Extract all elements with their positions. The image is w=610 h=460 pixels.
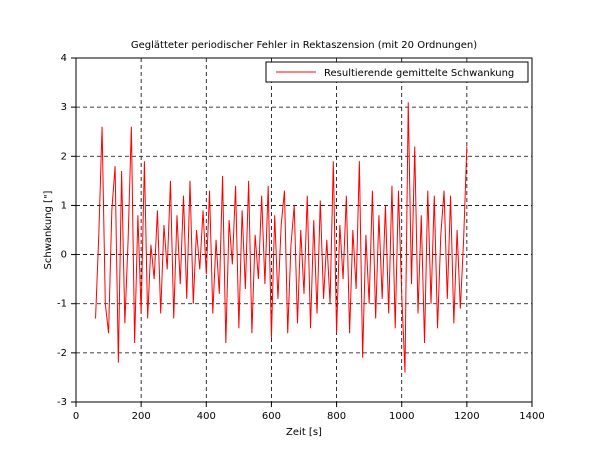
x-tick-label: 400 [197, 411, 216, 422]
x-tick-label: 800 [327, 411, 346, 422]
y-tick-label: 0 [61, 250, 67, 261]
x-tick-label: 600 [262, 411, 281, 422]
data-line [95, 102, 468, 373]
plot-frame [75, 57, 533, 403]
chart-title: Geglätteter periodischer Fehler in Rekta… [131, 40, 477, 51]
x-tick-label: 0 [73, 411, 79, 422]
x-axis-label: Zeit [s] [286, 427, 322, 438]
y-tick-label: -2 [57, 348, 67, 359]
y-tick-label: 3 [61, 102, 67, 113]
x-tick-label: 200 [132, 411, 151, 422]
y-tick-label: -1 [57, 299, 67, 310]
y-tick-label: 4 [61, 53, 67, 64]
y-tick-label: -3 [57, 397, 67, 408]
legend-label: Resultierende gemittelte Schwankung [324, 68, 514, 79]
y-tick-label: 1 [61, 200, 67, 211]
y-axis-label: Schwankung ["] [43, 190, 54, 269]
legend-box [265, 61, 529, 83]
x-tick-label: 1200 [454, 411, 479, 422]
x-tick-label: 1400 [519, 411, 544, 422]
y-tick-label: 2 [61, 151, 67, 162]
x-tick-label: 1000 [389, 411, 414, 422]
